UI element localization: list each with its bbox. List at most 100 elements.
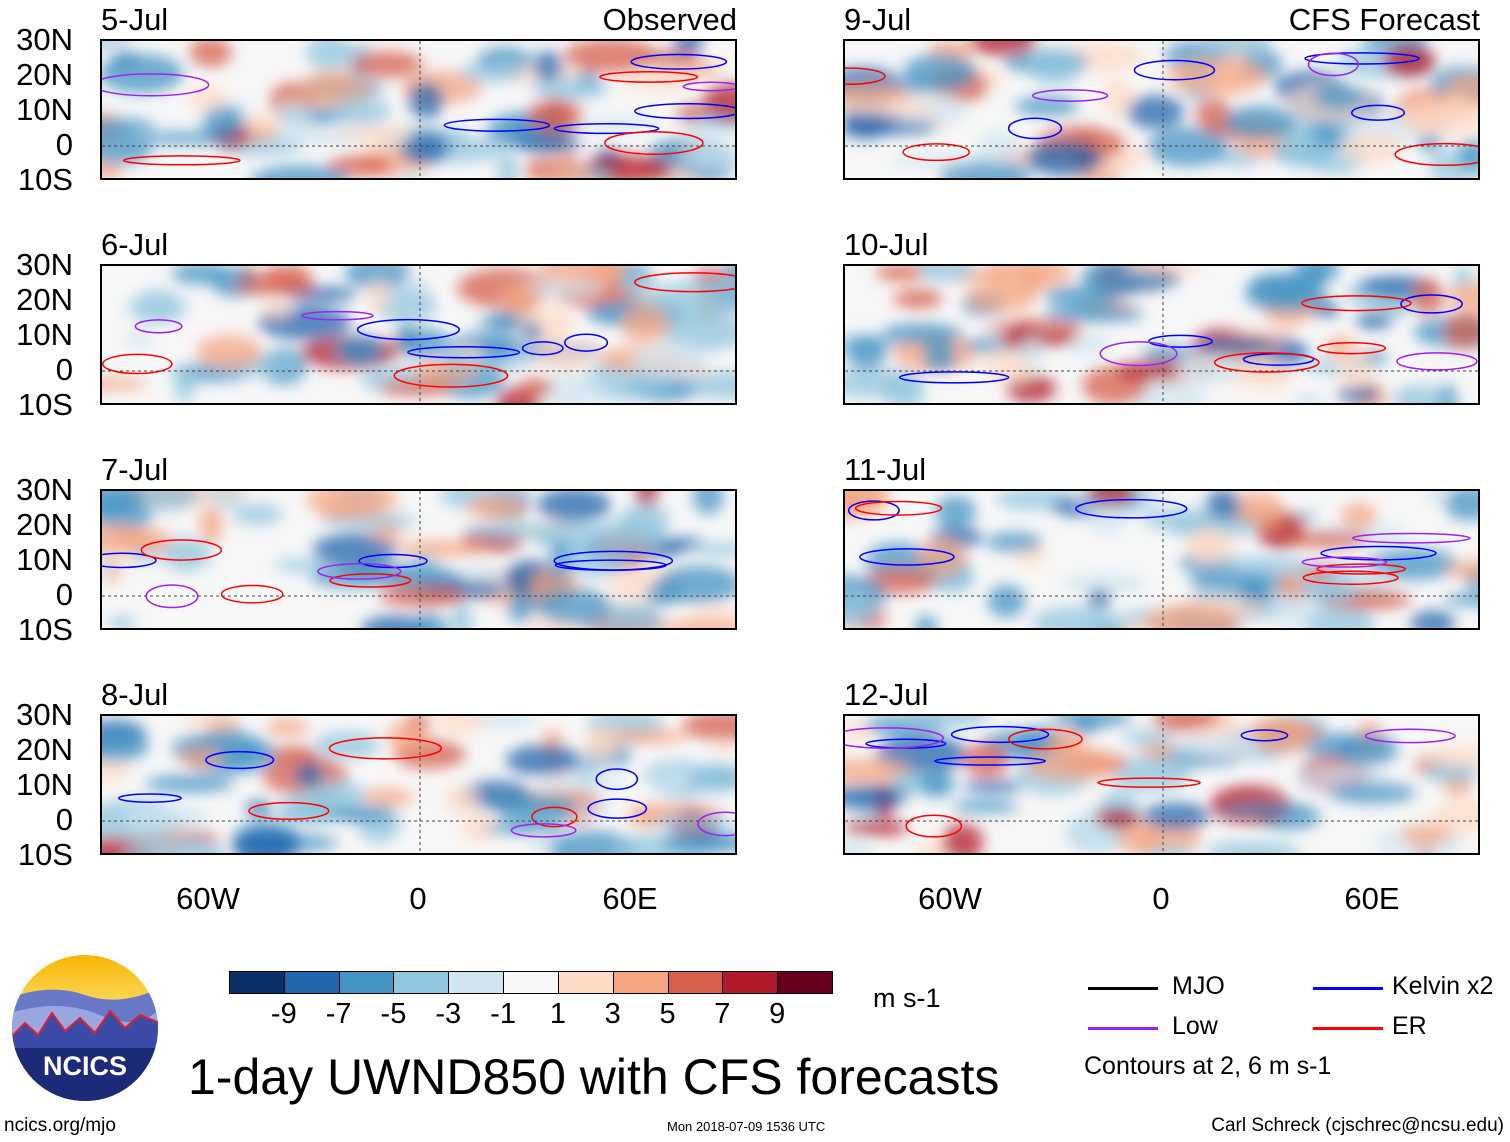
wind-anomaly-blob xyxy=(1109,756,1192,792)
wind-anomaly-blob xyxy=(537,343,593,371)
wind-anomaly-blob xyxy=(1445,560,1478,579)
colorbar-bin xyxy=(667,971,724,994)
lat-label: 10S xyxy=(17,612,73,647)
wind-anomaly-blob xyxy=(880,322,963,345)
wind-anomaly-blob xyxy=(952,799,1019,813)
wind-anomaly-blob xyxy=(496,152,519,178)
wind-anomaly-blob xyxy=(387,720,429,751)
wind-anomaly-blob xyxy=(923,340,957,372)
wind-anomaly-blob xyxy=(450,602,473,628)
panel-date: 12-Jul xyxy=(844,677,929,712)
wind-anomaly-blob xyxy=(1087,588,1112,609)
wind-anomaly-blob xyxy=(108,616,136,628)
wind-anomaly-blob xyxy=(1426,491,1450,506)
wave-contour xyxy=(630,53,728,70)
lat-label: 10N xyxy=(16,542,73,577)
wind-anomaly-blob xyxy=(491,793,578,819)
lat-label: 20N xyxy=(16,57,73,92)
svg-text:NCICS: NCICS xyxy=(43,1051,127,1081)
lon-label: 60E xyxy=(602,881,658,916)
wave-contour xyxy=(553,122,660,135)
wind-anomaly-blob xyxy=(1194,98,1232,130)
wave-contour xyxy=(845,67,886,85)
wind-anomaly-blob xyxy=(102,761,131,782)
lon-label: 60W xyxy=(918,881,982,916)
wind-anomaly-blob xyxy=(327,155,393,177)
wind-anomaly-blob xyxy=(673,41,704,53)
wind-anomaly-blob xyxy=(232,503,283,525)
lat-label: 10S xyxy=(17,387,73,422)
wave-contour xyxy=(1302,570,1399,585)
wind-anomaly-blob xyxy=(1337,349,1372,390)
wind-anomaly-blob xyxy=(658,619,735,628)
wind-anomaly-blob xyxy=(535,588,612,625)
wind-anomaly-blob xyxy=(396,324,418,352)
wind-anomaly-blob xyxy=(466,494,527,520)
lon-label: 60W xyxy=(176,881,240,916)
wind-anomaly-blob xyxy=(1138,741,1176,761)
colorbar-bin xyxy=(283,971,340,994)
wind-anomaly-blob xyxy=(115,528,174,555)
colorbar-label: 7 xyxy=(714,998,731,1030)
wind-anomaly-blob xyxy=(1204,841,1301,853)
wind-anomaly-blob xyxy=(987,584,1026,618)
wind-anomaly-blob xyxy=(272,129,363,145)
wave-contour xyxy=(1008,728,1083,750)
wind-anomaly-blob xyxy=(1095,808,1140,830)
wave-contour xyxy=(554,559,668,571)
colorbar-bin xyxy=(722,971,779,994)
wind-anomaly-blob xyxy=(439,350,468,368)
lat-label: 0 xyxy=(55,127,73,162)
wind-anomaly-blob xyxy=(124,329,155,348)
wave-contour xyxy=(122,155,241,166)
legend-label: ER xyxy=(1392,1012,1427,1040)
wind-anomaly-blob xyxy=(459,63,526,83)
wind-anomaly-blob xyxy=(396,540,492,557)
wind-anomaly-blob xyxy=(1233,492,1285,530)
wind-anomaly-blob xyxy=(1174,733,1259,756)
wind-anomaly-blob xyxy=(1392,384,1447,403)
panel-date: 5-Jul xyxy=(101,2,169,37)
wave-contour xyxy=(1394,142,1478,166)
wind-anomaly-blob xyxy=(583,726,619,762)
wind-anomaly-blob xyxy=(661,831,735,853)
colorbar-label: -9 xyxy=(270,998,297,1030)
wave-contour xyxy=(102,353,173,375)
wind-anomaly-blob xyxy=(893,288,943,309)
wind-anomaly-blob xyxy=(366,280,392,311)
wind-anomaly-blob xyxy=(631,342,707,379)
wave-contour xyxy=(854,500,943,516)
wind-anomaly-blob xyxy=(1250,716,1313,754)
wind-anomaly-blob xyxy=(124,806,211,830)
wind-anomaly-blob xyxy=(1303,565,1336,579)
legend-label: MJO xyxy=(1172,972,1225,1000)
wave-contour xyxy=(443,118,551,132)
wind-anomaly-blob xyxy=(1126,95,1185,129)
wind-anomaly-blob xyxy=(102,491,144,517)
wind-anomaly-blob xyxy=(1446,282,1478,313)
footer-url: ncics.org/mjo xyxy=(4,1115,116,1136)
wind-anomaly-blob xyxy=(132,491,199,511)
lat-label: 20N xyxy=(16,282,73,317)
lat-label: 10N xyxy=(16,767,73,802)
wave-contour xyxy=(603,130,704,155)
wind-anomaly-blob xyxy=(620,303,670,344)
wind-anomaly-blob xyxy=(617,266,658,298)
wind-anomaly-blob xyxy=(909,266,976,282)
wave-contour xyxy=(1097,777,1201,788)
wind-anomaly-blob xyxy=(676,103,707,122)
wind-anomaly-blob xyxy=(186,87,229,110)
wind-anomaly-blob xyxy=(1188,569,1286,592)
wind-anomaly-blob xyxy=(306,41,354,71)
wave-contour xyxy=(329,573,412,588)
wave-contour xyxy=(145,584,199,609)
wind-anomaly-blob xyxy=(102,132,153,165)
wave-contour xyxy=(1301,295,1412,312)
colorbar-bin xyxy=(557,971,614,994)
wind-anomaly-blob xyxy=(361,788,414,807)
legend-swatch-mjo xyxy=(1088,987,1158,990)
wind-anomaly-blob xyxy=(845,590,878,628)
colorbar-bin xyxy=(777,971,833,994)
wind-anomaly-blob xyxy=(1088,504,1127,535)
legend-note: Contours at 2, 6 m s-1 xyxy=(1084,1052,1332,1080)
